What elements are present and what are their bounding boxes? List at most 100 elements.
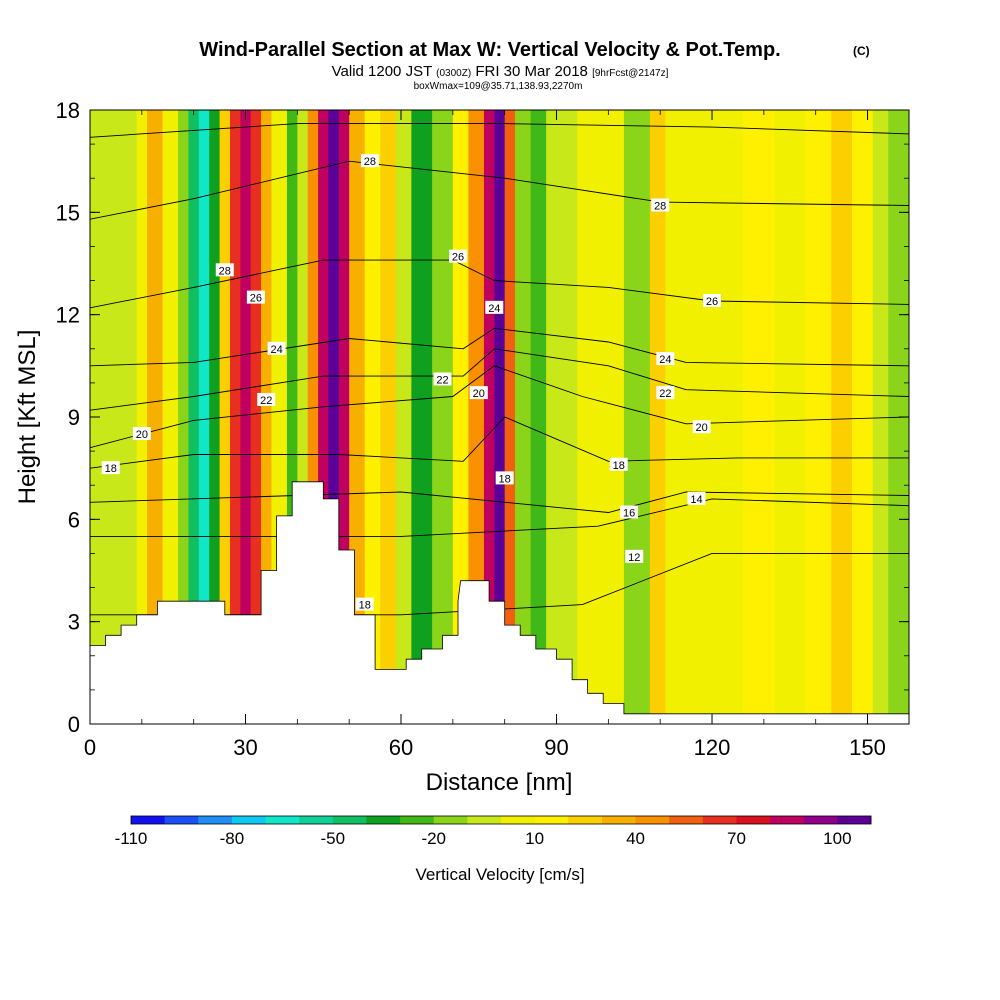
colorbar-label: Vertical Velocity [cm/s]: [415, 865, 584, 884]
velocity-cell: [395, 110, 412, 724]
colorbar-tick-label: 10: [525, 829, 544, 848]
svg-text:28: 28: [364, 156, 376, 168]
y-tick-label: 9: [68, 405, 80, 430]
colorbar-swatch: [736, 816, 771, 824]
colorbar-swatch: [299, 816, 334, 824]
svg-text:22: 22: [659, 388, 671, 400]
velocity-cell: [872, 110, 889, 724]
velocity-cell: [712, 110, 744, 724]
colorbar-tick-label: -110: [115, 829, 148, 848]
svg-text:24: 24: [270, 344, 282, 356]
colorbar: -110 -80 -50 -20 10 40 70 100: [115, 815, 872, 848]
colorbar-tick-label: 100: [823, 829, 851, 848]
contour-label: 22: [656, 386, 675, 400]
contour-label: 26: [449, 249, 468, 264]
x-tick-label: 120: [694, 735, 731, 760]
svg-text:12: 12: [628, 552, 640, 564]
isentrope-line: [90, 348, 909, 411]
svg-text:20: 20: [473, 388, 485, 400]
contour-label: 24: [656, 352, 675, 366]
contour-label: 26: [246, 290, 265, 305]
velocity-cell: [494, 110, 506, 724]
colorbar-tick-label: -50: [321, 829, 346, 848]
contour-label: 20: [469, 386, 488, 400]
colorbar-swatch: [332, 816, 367, 824]
svg-text:18: 18: [613, 460, 625, 472]
velocity-cell: [743, 110, 775, 724]
velocity-cell: [546, 110, 563, 724]
velocity-cell: [851, 110, 874, 724]
svg-text:20: 20: [696, 422, 708, 434]
velocity-cell: [561, 110, 578, 724]
colorbar-swatch: [770, 816, 805, 824]
x-tick-label: 30: [233, 735, 257, 760]
colorbar-swatch: [568, 816, 603, 824]
colorbar-swatch: [702, 816, 737, 824]
svg-text:16: 16: [623, 508, 635, 520]
svg-text:24: 24: [659, 354, 671, 366]
velocity-cell: [328, 110, 340, 724]
colorbar-tick-label: 40: [626, 829, 645, 848]
svg-text:26: 26: [452, 252, 464, 264]
colorbar-frame: [130, 815, 872, 825]
colorbar-swatch: [164, 816, 199, 824]
velocity-cell: [411, 110, 433, 724]
isentrope-line: [90, 416, 909, 469]
y-axis: 0 3 6 9 12 15 18: [56, 98, 909, 737]
velocity-cell: [147, 110, 164, 724]
contour-label: 18: [355, 597, 374, 612]
svg-text:20: 20: [136, 429, 148, 441]
svg-text:22: 22: [260, 395, 272, 407]
isentrope-line: [90, 259, 909, 309]
contour-label: 20: [692, 420, 711, 434]
y-tick-label: 0: [68, 712, 80, 737]
colorbar-swatch: [366, 816, 401, 824]
contour-labels: 28 28 28 26 26 26 24 24 24 22 22 22 20 20 20 18 18 18 18 16…: [101, 154, 722, 612]
contour-label: 16: [620, 505, 639, 520]
velocity-cell: [380, 110, 397, 724]
colorbar-swatch: [198, 816, 233, 824]
chart-subtitle: Valid 1200 JST (0300Z) FRI 30 Mar 2018 […: [332, 63, 669, 80]
velocity-cell: [136, 110, 148, 724]
velocity-cell: [338, 110, 350, 724]
velocity-cell: [261, 110, 273, 724]
contour-label: 14: [687, 491, 706, 506]
svg-text:28: 28: [219, 265, 231, 277]
velocity-cell: [229, 110, 241, 724]
velocity-cell: [623, 110, 651, 724]
velocity-cell: [774, 110, 806, 724]
colorbar-swatch: [433, 816, 468, 824]
subtitle-valid: Valid 1200 JST: [332, 63, 432, 80]
y-tick-label: 18: [56, 98, 80, 123]
svg-text:18: 18: [499, 473, 511, 485]
velocity-cell: [307, 110, 319, 724]
x-tick-label: 150: [849, 735, 886, 760]
contour-label: 22: [257, 392, 276, 407]
x-tick-label: 60: [389, 735, 413, 760]
colorbar-swatch: [231, 816, 266, 824]
terrain: [90, 481, 909, 724]
colorbar-swatch: [669, 816, 704, 824]
svg-text:26: 26: [250, 293, 262, 305]
colorbar-swatch: [467, 816, 502, 824]
velocity-cell: [318, 110, 330, 724]
colorbar-swatch: [635, 816, 670, 824]
velocity-cell: [452, 110, 469, 724]
velocity-cell: [577, 110, 599, 724]
y-tick-label: 6: [68, 507, 80, 532]
velocity-cell: [240, 110, 252, 724]
chart-title: Wind-Parallel Section at Max W: Vertical…: [199, 39, 780, 61]
svg-text:14: 14: [690, 494, 702, 506]
velocity-cell: [649, 110, 666, 724]
contour-label: 26: [703, 294, 722, 308]
chart-subtitle-box: boxWmax=109@35.71,138.93,2270m: [414, 81, 583, 92]
isentrope-line: [90, 160, 909, 220]
contour-label: 12: [625, 549, 644, 564]
subtitle-utc: (0300Z): [436, 68, 471, 79]
y-tick-label: 12: [56, 303, 80, 328]
isentrope-line: [90, 365, 909, 449]
contour-label: 18: [101, 461, 120, 475]
colorbar-swatch: [601, 816, 636, 824]
colorbar-tick-label: 70: [727, 829, 746, 848]
